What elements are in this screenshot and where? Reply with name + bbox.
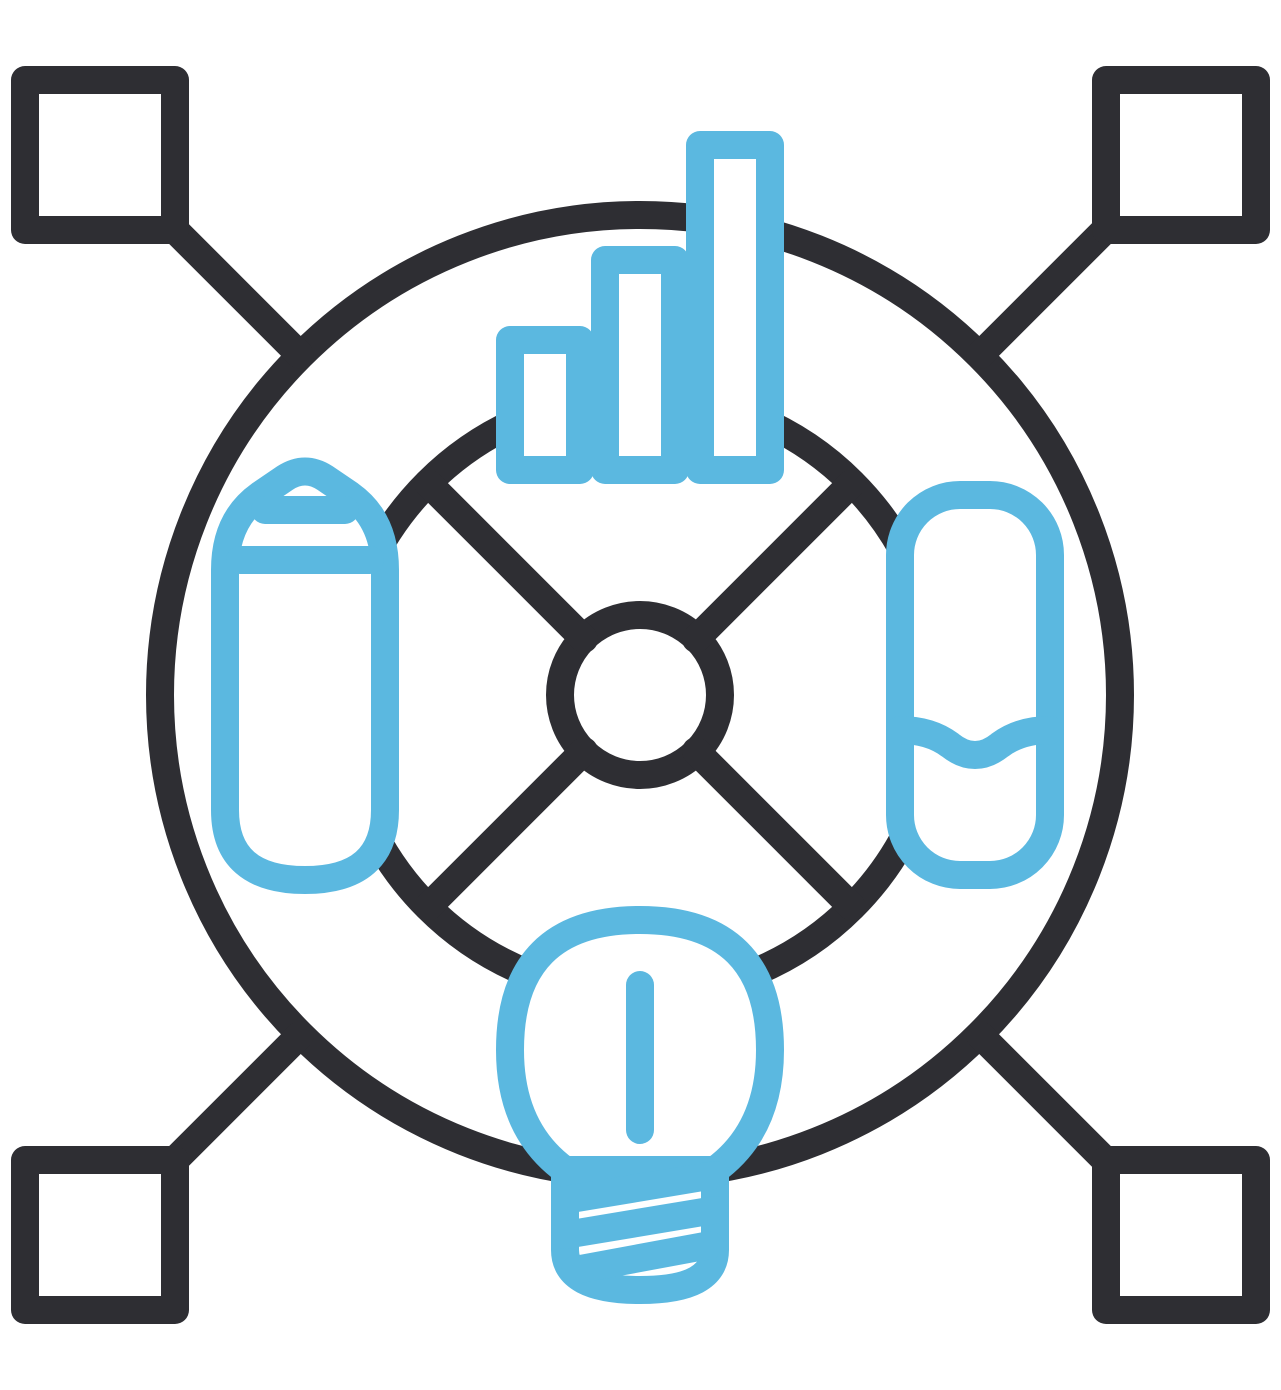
corner-box-tr bbox=[1106, 80, 1256, 230]
corner-box-br bbox=[1106, 1160, 1256, 1310]
bar-chart-icon bbox=[510, 145, 770, 470]
pencil-body bbox=[225, 472, 385, 881]
bar-1 bbox=[510, 340, 580, 470]
business-tools-icon bbox=[0, 0, 1281, 1390]
corner-box-bl bbox=[25, 1160, 175, 1310]
bar-2 bbox=[605, 260, 675, 470]
icon-canvas bbox=[0, 0, 1281, 1390]
inner-diag-tr bbox=[696, 483, 852, 639]
inner-diag-br bbox=[696, 751, 852, 907]
capsule-body bbox=[900, 495, 1050, 875]
inner-diag-bl bbox=[428, 751, 584, 907]
bar-3 bbox=[700, 145, 770, 470]
corner-box-tl bbox=[25, 80, 175, 230]
inner-diag-tl bbox=[428, 483, 584, 639]
capsule-icon bbox=[900, 495, 1050, 875]
outer-diag-tl bbox=[175, 230, 300, 355]
outer-diag-bl bbox=[175, 1035, 300, 1160]
outer-diag-br bbox=[980, 1035, 1105, 1160]
outer-diag-tr bbox=[980, 230, 1105, 355]
pencil-icon bbox=[225, 472, 385, 881]
lightbulb-icon bbox=[510, 920, 770, 1290]
